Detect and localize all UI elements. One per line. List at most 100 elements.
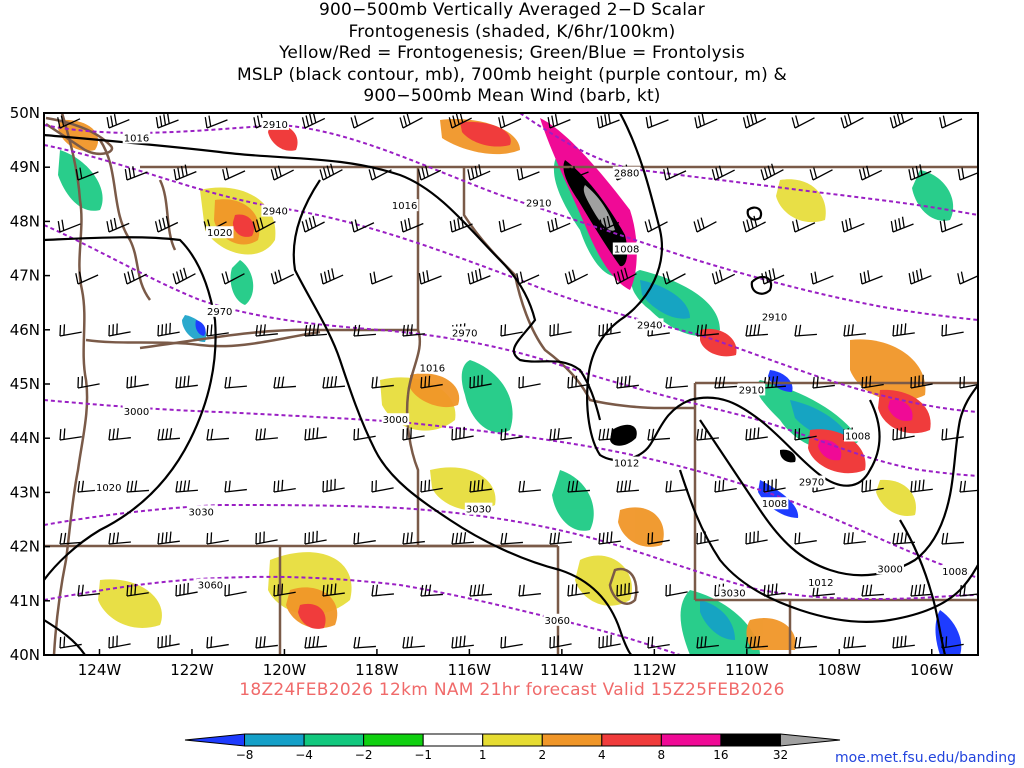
wind-barb (172, 267, 196, 285)
wind-barb (500, 324, 523, 337)
wind-barb (941, 428, 964, 441)
longitude-tick-label: 120W (263, 661, 307, 679)
wind-barb (518, 584, 541, 597)
latitude-tick-label: 47N (10, 267, 40, 285)
source-link[interactable]: moe.met.fsu.edu/banding (835, 750, 1016, 766)
wind-barb (745, 427, 768, 441)
wind-barb (598, 531, 621, 545)
wind-barb (647, 636, 670, 649)
wind-barb (840, 113, 864, 129)
wind-barb (644, 219, 668, 233)
wind-barb (696, 324, 719, 337)
mslp-contour-label-background (390, 199, 419, 212)
height-contour-label: 3000 (877, 564, 902, 575)
wind-barb (108, 428, 131, 441)
latitude-tick-label: 45N (10, 375, 40, 393)
wind-barb (565, 166, 589, 181)
height-contour-label-background (381, 413, 410, 426)
wind-barb (224, 376, 247, 389)
wind-barb (449, 216, 473, 233)
mslp-contour-label-background (418, 361, 447, 374)
wind-barb (371, 376, 394, 389)
wind-barbs (57, 113, 978, 649)
wind-barb (564, 269, 588, 285)
wind-barb (451, 426, 474, 441)
height-contour-label: 2940 (262, 207, 287, 218)
wind-barb (57, 115, 81, 129)
latitude-tick-label: 41N (10, 592, 40, 610)
wind-barb (892, 635, 915, 649)
height-contour-label: 3030 (466, 505, 491, 516)
wind-barb (402, 427, 425, 441)
latitude-tick-label: 40N (10, 646, 40, 664)
wind-barb (908, 164, 932, 181)
longitude-tick-label: 124W (78, 661, 122, 679)
height-contour-3060 (44, 575, 681, 655)
mslp-contour-label: 1020 (207, 228, 232, 239)
mslp-contour-label-background (94, 480, 123, 493)
latitude-axis: 50N 49N 48N 47N 46N 45N 44N 43N 42N 41N 40N (10, 104, 50, 664)
wind-barb (547, 217, 571, 233)
wind-barb (255, 531, 278, 545)
height-labels: 2910 2940 2910 2880 2970 2970 2940 2910 2910 2970… (122, 117, 904, 627)
height-contour-label-background (737, 383, 766, 396)
height-contour-label: 3000 (124, 407, 149, 418)
colorbar-label: 4 (598, 748, 606, 762)
wind-barb (567, 583, 590, 597)
wind-barb (371, 480, 394, 493)
wind-barb (843, 532, 866, 545)
wind-barb (662, 271, 686, 285)
mslp-contour-label: 1008 (614, 245, 639, 256)
mslp-contour-label-background (760, 497, 789, 510)
wind-barb (516, 271, 540, 285)
wind-barb (812, 376, 835, 389)
wind-barb (451, 635, 474, 649)
wind-barb (304, 530, 327, 545)
wind-barb (595, 215, 620, 233)
mslp-contour-label-background (205, 226, 234, 239)
mslp-contour-1016-north (44, 133, 602, 421)
wind-barb (353, 636, 376, 649)
height-contour-2880 (519, 113, 978, 216)
wind-barb (694, 113, 718, 129)
wind-barb (616, 582, 639, 597)
wind-barb (418, 270, 442, 285)
wind-barb (420, 375, 443, 389)
wind-barb (843, 324, 866, 337)
wind-barb (941, 324, 964, 337)
title-line-3: Yellow/Red = Frontogenesis; Green/Blue =… (279, 43, 745, 63)
mslp-contour-south (678, 469, 978, 624)
wind-barb (204, 115, 228, 129)
wind-barb (794, 636, 817, 649)
wind-barb (206, 428, 229, 441)
wind-barb (126, 375, 149, 389)
wind-barb (206, 532, 229, 545)
mslp-contour-label: 1008 (762, 499, 787, 510)
wind-barb (910, 479, 933, 493)
mslp-contour-label-background (806, 575, 835, 588)
frontogenesis-shading-gray (583, 185, 615, 231)
wind-barb (221, 271, 245, 285)
wind-barb (467, 268, 491, 285)
wind-barb (469, 374, 492, 389)
height-contour-label: 2880 (614, 169, 639, 180)
wind-barb (59, 532, 82, 545)
latitude-tick-label: 44N (10, 429, 40, 447)
wind-barb (154, 215, 179, 233)
height-contour-label: 3030 (720, 589, 745, 600)
columbia-river (85, 330, 321, 348)
latitude-tick-label: 48N (10, 212, 40, 230)
mslp-contour-label: 1008 (942, 567, 967, 578)
height-contour-label-background (464, 502, 493, 515)
mslp-labels: 1016 1020 1016 1016 1008 1012 1020 1008 1008 1012… (94, 131, 969, 589)
height-contour-label: 2970 (207, 307, 232, 318)
great-salt-lake (608, 567, 638, 605)
longitude-tick-label: 106W (910, 661, 954, 679)
latitude-tick-label: 49N (10, 158, 40, 176)
wind-barb (304, 636, 327, 649)
wind-barb (959, 584, 978, 597)
wind-barb (763, 478, 786, 493)
wind-barb (106, 217, 130, 233)
mslp-contour-label: 1012 (614, 459, 639, 470)
longitude-tick-label: 114W (540, 661, 584, 679)
